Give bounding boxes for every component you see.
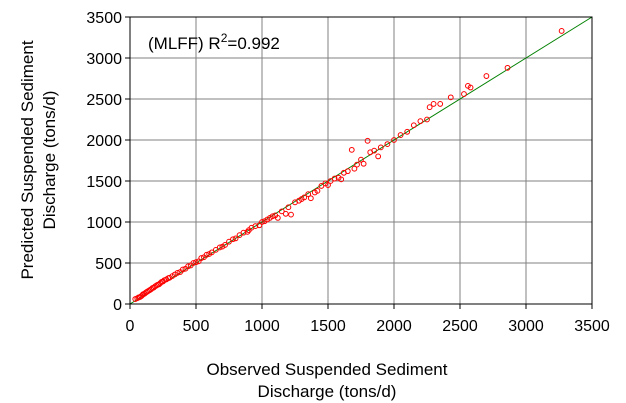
data-point [447,94,454,101]
data-point [301,194,308,201]
data-point [391,137,397,143]
data-point [240,229,247,236]
data-point [285,204,292,211]
data-point [504,64,511,71]
x-tick-label: 3000 [508,318,544,335]
data-point [354,161,360,168]
x-axis-title-line-1: Observed Suspended Sediment [207,360,448,379]
data-point [397,132,404,138]
data-point [216,244,223,251]
y-tick-label: 500 [95,256,122,273]
data-point [331,175,338,182]
x-tick-label: 1000 [244,318,280,335]
data-point [338,176,345,183]
y-axis-title-line-2: Discharge (tons/d) [40,91,59,230]
data-point [467,84,474,91]
data-point [198,255,205,261]
data-point [185,263,191,270]
data-point [424,116,430,123]
data-point [244,228,251,235]
data-point [558,28,565,34]
data-point [417,118,424,125]
data-point [190,260,197,266]
data-point [305,191,312,198]
gridlines [130,17,592,304]
data-point [364,137,371,144]
data-points [132,28,565,302]
data-point [174,269,181,276]
data-point [314,187,321,194]
data-point [327,178,334,184]
data-point [278,208,285,215]
data-point [377,144,384,151]
y-tick-label: 3000 [86,51,122,68]
y-tick-label: 1500 [86,174,122,191]
data-point [232,235,239,242]
fit-line [129,16,593,305]
r-squared-annotation: (MLFF) R2=0.992 [148,31,280,53]
data-point [375,153,382,160]
x-tick-label: 3500 [574,318,610,335]
x-tick-label: 500 [183,318,210,335]
data-point [222,242,228,248]
data-point [307,195,314,202]
x-tick-label: 2500 [442,318,478,335]
x-tick-label: 0 [126,318,135,335]
y-tick-label: 3500 [86,10,122,27]
data-point [226,238,232,245]
data-point [483,73,490,79]
data-point [371,147,378,154]
data-point [437,101,444,107]
data-point [259,219,265,225]
annotation-value: =0.992 [227,34,279,53]
data-point [351,165,358,172]
fit-line-group [129,16,593,305]
annotation-superscript: 2 [221,31,228,45]
data-point [179,266,186,273]
data-point [208,249,215,256]
data-point [384,141,391,148]
data-point [282,210,289,217]
x-axis-title-line-2: Discharge (tons/d) [258,382,397,401]
data-point [318,183,325,189]
y-tick-labels: 0 500 1000 1500 2000 2500 3000 3500 [86,10,130,314]
data-point [193,259,199,266]
y-tick-label: 2000 [86,133,122,150]
data-point [344,168,351,175]
data-point [236,232,243,239]
annotation-label: (MLFF) R [148,34,221,53]
data-point [461,91,467,97]
data-point [360,160,367,167]
data-point [358,156,364,163]
data-point [325,182,331,189]
y-tick-label: 1000 [86,215,122,232]
data-point [348,146,355,153]
plot-frame [129,16,593,305]
data-point [410,122,417,129]
y-tick-label: 0 [113,297,122,314]
data-point [274,215,281,221]
x-tick-label: 1500 [310,318,346,335]
data-point [288,211,294,218]
y-tick-label: 2500 [86,92,122,109]
data-point [230,236,236,243]
x-tick-label: 2000 [376,318,412,335]
data-point [404,128,411,135]
data-point [212,246,219,253]
data-point [203,251,210,258]
data-point [269,213,276,220]
y-axis-title-line-1: Predicted Suspended Sediment [18,40,37,279]
data-point [430,101,437,107]
data-point [252,223,259,230]
x-tick-labels: 0 500 1000 1500 2000 2500 3000 3500 [126,304,610,335]
data-point [426,104,433,111]
